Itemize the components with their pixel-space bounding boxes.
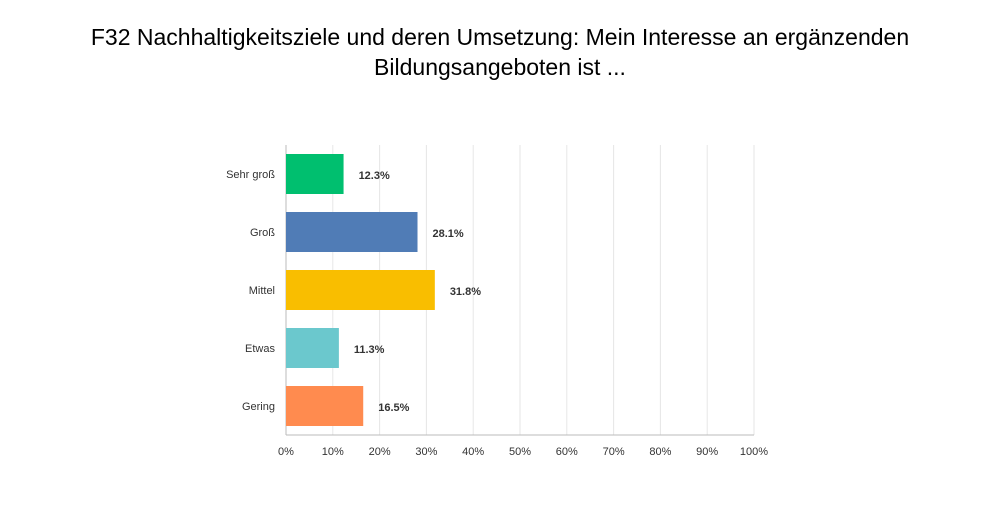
- category-label: Etwas: [245, 343, 275, 355]
- bar-mittel: [286, 270, 435, 310]
- x-tick-label: 20%: [369, 446, 391, 458]
- x-tick-label: 60%: [556, 446, 578, 458]
- data-label: 16.5%: [378, 402, 409, 414]
- bar-groß: [286, 212, 418, 252]
- category-label: Groß: [250, 227, 275, 239]
- category-label: Sehr groß: [226, 169, 275, 181]
- data-label: 11.3%: [354, 344, 385, 356]
- chart-title-line-1: F32 Nachhaltigkeitsziele und deren Umset…: [90, 24, 910, 50]
- x-tick-label: 40%: [462, 446, 484, 458]
- bar-sehr-groß: [286, 154, 344, 194]
- bar-gering: [286, 386, 364, 426]
- x-tick-label: 70%: [603, 446, 625, 458]
- data-label: 12.3%: [359, 170, 390, 182]
- category-label: Gering: [242, 401, 275, 413]
- chart-title: F32 Nachhaltigkeitsziele und deren Umset…: [0, 22, 1000, 82]
- x-tick-label: 100%: [740, 446, 768, 458]
- data-label: 31.8%: [450, 286, 481, 298]
- chart-title-line-2: Bildungsangeboten ist ...: [374, 54, 626, 80]
- x-tick-label: 10%: [322, 446, 344, 458]
- category-label: Mittel: [249, 285, 275, 297]
- data-label: 28.1%: [433, 228, 464, 240]
- x-tick-label: 50%: [509, 446, 531, 458]
- bar-etwas: [286, 328, 339, 368]
- x-tick-label: 80%: [649, 446, 671, 458]
- x-tick-label: 0%: [278, 446, 294, 458]
- x-tick-label: 30%: [415, 446, 437, 458]
- x-tick-label: 90%: [696, 446, 718, 458]
